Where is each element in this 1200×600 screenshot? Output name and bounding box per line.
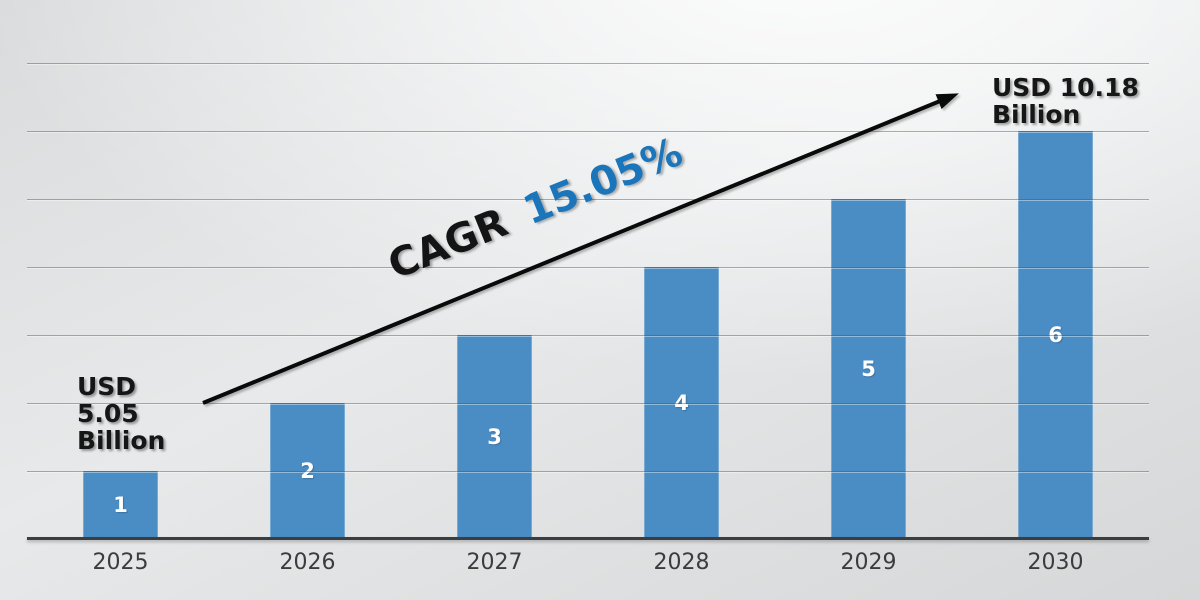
- gridline: [27, 63, 1149, 64]
- bar-2026: 2: [270, 403, 345, 539]
- bar-value-label: 1: [113, 493, 128, 517]
- bar-2030: 6: [1018, 131, 1093, 539]
- x-axis-tick-label: 2030: [1027, 550, 1084, 575]
- x-axis-tick-label: 2029: [840, 550, 897, 575]
- x-axis-tick-label: 2028: [653, 550, 710, 575]
- gridline: [27, 335, 1149, 336]
- gridline: [27, 403, 1149, 404]
- bar-2025: 1: [83, 471, 158, 539]
- x-axis-tick-label: 2027: [466, 550, 523, 575]
- x-axis-tick-label: 2026: [279, 550, 336, 575]
- bar-value-label: 5: [861, 357, 876, 381]
- gridline: [27, 267, 1149, 268]
- end-value-label: USD 10.18 Billion: [992, 73, 1139, 129]
- bar-value-label: 6: [1048, 323, 1063, 347]
- bar-value-label: 2: [300, 459, 315, 483]
- bar-2027: 3: [457, 335, 532, 539]
- x-axis-line: [27, 537, 1149, 540]
- bar-value-label: 3: [487, 425, 502, 449]
- gridline: [27, 131, 1149, 132]
- x-axis-tick-label: 2025: [92, 550, 149, 575]
- gridline: [27, 471, 1149, 472]
- start-value-label: USD 5.05 Billion: [77, 372, 166, 455]
- bar-2029: 5: [831, 199, 906, 539]
